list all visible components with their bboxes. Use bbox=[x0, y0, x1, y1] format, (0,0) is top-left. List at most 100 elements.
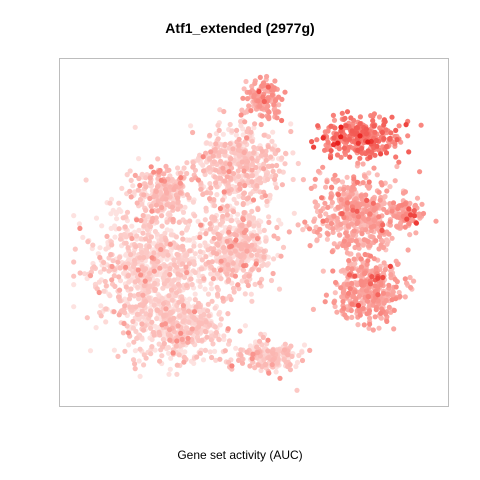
data-point bbox=[344, 250, 350, 256]
data-point bbox=[263, 157, 269, 163]
data-point bbox=[317, 213, 323, 219]
data-point bbox=[112, 283, 118, 289]
data-point bbox=[256, 222, 262, 228]
data-point bbox=[149, 255, 155, 261]
data-point bbox=[174, 362, 180, 368]
data-point bbox=[231, 196, 237, 202]
data-point bbox=[138, 217, 144, 224]
data-point bbox=[403, 122, 409, 128]
data-point bbox=[264, 198, 270, 204]
data-point bbox=[345, 281, 351, 288]
data-point bbox=[187, 237, 193, 243]
data-point bbox=[147, 175, 153, 181]
data-point bbox=[370, 298, 377, 304]
data-point bbox=[141, 192, 147, 198]
data-point bbox=[231, 171, 237, 177]
data-point bbox=[180, 209, 187, 215]
data-point bbox=[263, 152, 269, 158]
data-point bbox=[251, 150, 257, 156]
data-point bbox=[133, 304, 139, 310]
data-point bbox=[180, 236, 186, 242]
data-point bbox=[224, 207, 230, 213]
data-point bbox=[207, 132, 213, 138]
data-point bbox=[359, 145, 365, 152]
data-point bbox=[338, 128, 344, 134]
data-point bbox=[237, 254, 244, 260]
data-point bbox=[191, 243, 197, 249]
data-point bbox=[130, 183, 136, 189]
data-point bbox=[185, 335, 191, 341]
data-point bbox=[337, 232, 343, 238]
data-point bbox=[257, 103, 263, 109]
data-point bbox=[379, 129, 385, 136]
data-point bbox=[136, 316, 142, 322]
data-point bbox=[237, 186, 243, 192]
data-point bbox=[294, 387, 300, 393]
data-point bbox=[331, 213, 337, 219]
data-point bbox=[378, 281, 384, 288]
data-point bbox=[179, 336, 185, 342]
data-point bbox=[114, 216, 120, 222]
data-point bbox=[372, 218, 378, 224]
data-point bbox=[351, 176, 357, 182]
data-point bbox=[322, 299, 328, 305]
data-point bbox=[218, 316, 224, 322]
data-point bbox=[159, 322, 165, 328]
data-point bbox=[312, 176, 318, 182]
data-point bbox=[388, 268, 394, 274]
data-point bbox=[112, 234, 118, 240]
data-point bbox=[189, 281, 195, 288]
data-point bbox=[236, 136, 242, 142]
data-point bbox=[178, 272, 184, 278]
data-point bbox=[212, 215, 218, 221]
data-point bbox=[241, 86, 247, 92]
data-point bbox=[159, 223, 165, 229]
data-point bbox=[388, 130, 394, 136]
data-point bbox=[140, 292, 146, 298]
data-point bbox=[384, 241, 390, 247]
data-point bbox=[159, 353, 165, 359]
data-point bbox=[134, 200, 140, 206]
data-point bbox=[199, 320, 205, 327]
data-point bbox=[353, 238, 359, 244]
data-point bbox=[335, 204, 341, 210]
data-point bbox=[125, 245, 131, 251]
data-point bbox=[176, 299, 182, 305]
data-point bbox=[407, 274, 413, 281]
data-point bbox=[349, 128, 355, 134]
data-point bbox=[191, 309, 198, 315]
data-point bbox=[383, 143, 390, 150]
data-point bbox=[235, 168, 241, 174]
data-point bbox=[265, 103, 271, 109]
data-point bbox=[240, 217, 246, 223]
data-point bbox=[344, 174, 350, 180]
data-point bbox=[218, 158, 224, 164]
data-point bbox=[259, 148, 265, 154]
data-point bbox=[209, 354, 215, 361]
data-point bbox=[241, 210, 247, 216]
data-point bbox=[342, 115, 348, 121]
data-point bbox=[111, 347, 117, 353]
data-point bbox=[166, 167, 172, 173]
data-point bbox=[233, 345, 239, 351]
data-point bbox=[155, 156, 161, 162]
data-point bbox=[373, 238, 379, 244]
data-point bbox=[103, 306, 109, 312]
data-point bbox=[378, 315, 384, 321]
data-point bbox=[242, 291, 248, 297]
data-point bbox=[132, 348, 138, 354]
data-point bbox=[279, 96, 285, 102]
data-point bbox=[271, 256, 277, 262]
data-point bbox=[182, 204, 188, 210]
data-point bbox=[328, 194, 334, 200]
data-point bbox=[417, 169, 423, 175]
data-point bbox=[242, 323, 248, 329]
data-point bbox=[269, 146, 275, 152]
data-point bbox=[163, 196, 169, 202]
data-point bbox=[141, 267, 147, 273]
data-point bbox=[108, 196, 115, 202]
data-point bbox=[274, 360, 280, 366]
data-point bbox=[163, 306, 169, 312]
data-point bbox=[240, 95, 246, 101]
data-point bbox=[127, 168, 133, 174]
